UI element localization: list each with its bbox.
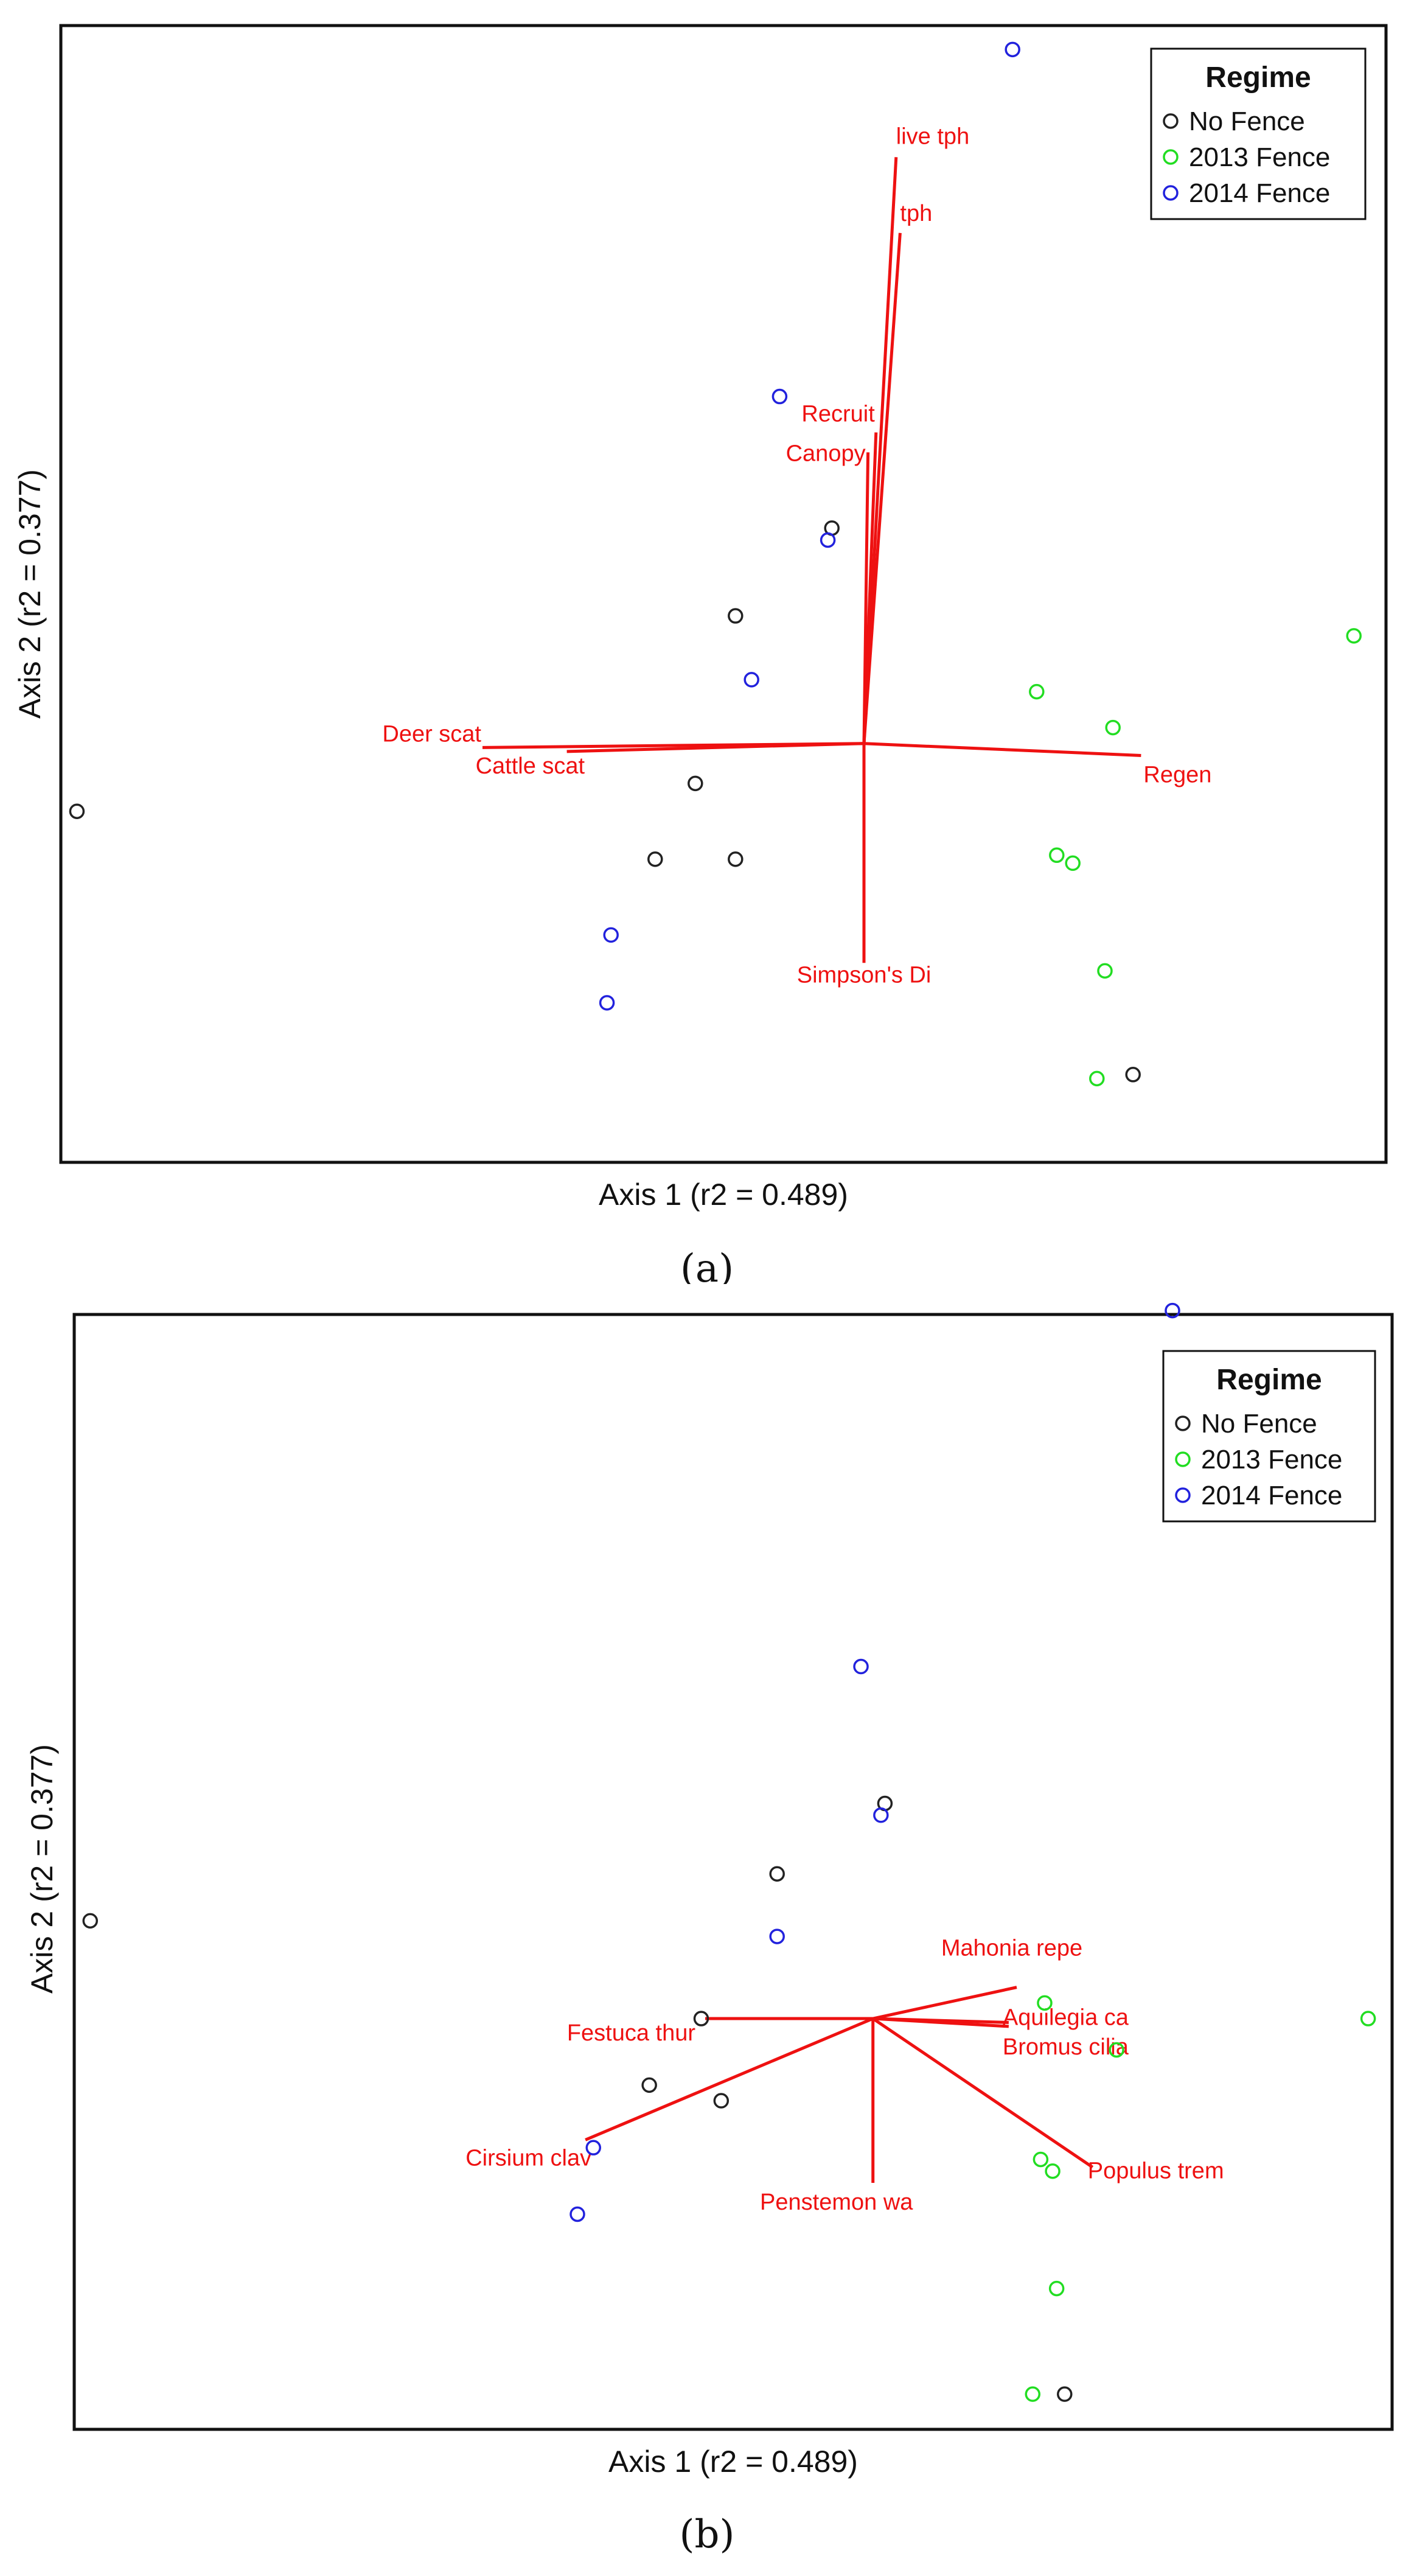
point-no-fence [1125, 1067, 1141, 1083]
point-no-fence [641, 2077, 657, 2093]
vector-cirsium-clav [585, 2017, 874, 2141]
legend-label-no-fence: No Fence [1189, 106, 1305, 136]
vector-label: Populus trem [1088, 2158, 1224, 2183]
point-2014-fence [853, 1658, 869, 1675]
panel-label: (a) [680, 1246, 734, 1284]
legend-title: Regime [1216, 1364, 1322, 1396]
point-no-fence [1057, 2386, 1073, 2402]
point-no-fence [82, 1913, 99, 1929]
legend-box [1150, 47, 1367, 220]
vector-populus-trem [872, 2017, 1094, 2169]
point-no-fence [69, 803, 85, 819]
point-2014-fence [603, 927, 619, 943]
vector-label: Mahonia repe [941, 1936, 1082, 1961]
vector-tph [862, 232, 902, 744]
point-2014-fence [1165, 1302, 1180, 1319]
vector-label: Deer scat [382, 721, 481, 747]
point-2013-fence [1033, 2151, 1049, 2168]
x-axis-label: Axis 1 (r2 = 0.489) [599, 1178, 848, 1212]
legend-box [1162, 1350, 1376, 1523]
legend-title: Regime [1205, 61, 1311, 94]
point-2014-fence [1005, 41, 1020, 58]
legend-label-2013-fence: 2013 Fence [1189, 142, 1330, 172]
legend-label-2014-fence: 2014 Fence [1189, 178, 1330, 208]
point-2013-fence [1065, 855, 1081, 871]
vector-live-tph [862, 157, 898, 744]
vector-mahonia-repe [872, 1986, 1017, 2020]
vector-cattle-scat [566, 742, 865, 753]
point-2014-fence [873, 1807, 889, 1823]
vector-layer: Mahonia repe Aquilegia ca Bromus cilia Fest… [465, 1936, 1224, 2215]
x-axis-label: Axis 1 (r2 = 0.489) [608, 2445, 858, 2479]
point-layer [69, 41, 1362, 1087]
point-2013-fence [1037, 1995, 1053, 2011]
point-2013-fence [1029, 683, 1045, 700]
point-no-fence [769, 1866, 785, 1882]
point-2013-fence [1105, 719, 1121, 736]
point-layer [82, 1302, 1376, 2402]
y-axis-label: Axis 2 (r2 = 0.377) [25, 1744, 59, 1994]
ordination-plot-b: Mahonia repe Aquilegia ca Bromus cilia Fest… [25, 1302, 1394, 2557]
plot-frame [72, 1313, 1394, 2431]
point-2014-fence [569, 2206, 585, 2222]
point-2014-fence [771, 388, 788, 405]
y-axis-label: Axis 2 (r2 = 0.377) [13, 469, 47, 719]
vector-regen [863, 742, 1141, 757]
point-2014-fence [585, 2140, 602, 2155]
legend-marker-2014-fence [1163, 185, 1179, 201]
legend-marker-2013-fence [1175, 1451, 1191, 1467]
point-2013-fence [1109, 2042, 1124, 2058]
vector-label: Bromus cilia [1003, 2034, 1129, 2060]
legend-label-2014-fence: 2014 Fence [1201, 1481, 1342, 1510]
legend-marker-no-fence [1163, 113, 1179, 129]
vector-label: Cirsium clav [465, 2145, 591, 2171]
legend-label-2013-fence: 2013 Fence [1201, 1445, 1342, 1475]
point-2013-fence [1025, 2386, 1041, 2402]
vector-label: tph [900, 201, 932, 226]
point-2013-fence [1346, 628, 1362, 644]
point-no-fence [688, 775, 703, 792]
vector-label: Festuca thur [567, 2020, 696, 2046]
point-2013-fence [1097, 963, 1113, 979]
point-no-fence [693, 2011, 709, 2026]
point-no-fence [728, 608, 744, 624]
vector-label: Regen [1143, 762, 1211, 787]
vector-label: Cattle scat [476, 753, 585, 779]
point-2013-fence [1049, 847, 1065, 864]
ordination-plot-a: live tph tph Recruit Canopy Deer scat Cattle … [13, 24, 1388, 1284]
point-2013-fence [1360, 2011, 1376, 2026]
point-no-fence [647, 851, 663, 867]
vector-bromus-cilia [872, 2017, 1009, 2028]
plot-frame [59, 24, 1388, 1164]
vector-label: Simpson's Di [797, 962, 932, 988]
point-2013-fence [1048, 2280, 1065, 2297]
point-2014-fence [769, 1929, 785, 1944]
legend-marker-2014-fence [1175, 1487, 1191, 1503]
legend-marker-2013-fence [1163, 149, 1179, 165]
point-2014-fence [744, 672, 759, 688]
vector-layer: live tph tph Recruit Canopy Deer scat Cattle … [382, 124, 1211, 988]
point-2013-fence [1045, 2163, 1060, 2179]
point-2014-fence [599, 995, 615, 1011]
legend-marker-no-fence [1175, 1415, 1191, 1431]
point-2013-fence [1089, 1070, 1105, 1087]
vector-label: Canopy [786, 441, 866, 466]
legend-label-no-fence: No Fence [1201, 1409, 1317, 1439]
vector-label: Recruit [801, 402, 875, 427]
point-2014-fence [820, 532, 836, 548]
legend: Regime No Fence 2013 Fence 2014 Fence [1150, 47, 1367, 220]
vector-label: Aquilegia ca [1003, 2005, 1129, 2030]
vector-label: live tph [896, 124, 969, 149]
legend: Regime No Fence 2013 Fence 2014 Fence [1162, 1350, 1376, 1523]
point-no-fence [713, 2093, 730, 2109]
vector-canopy [862, 452, 870, 744]
vector-label: Penstemon wa [760, 2190, 913, 2215]
panel-label: (b) [680, 2512, 735, 2557]
point-no-fence [728, 851, 744, 867]
